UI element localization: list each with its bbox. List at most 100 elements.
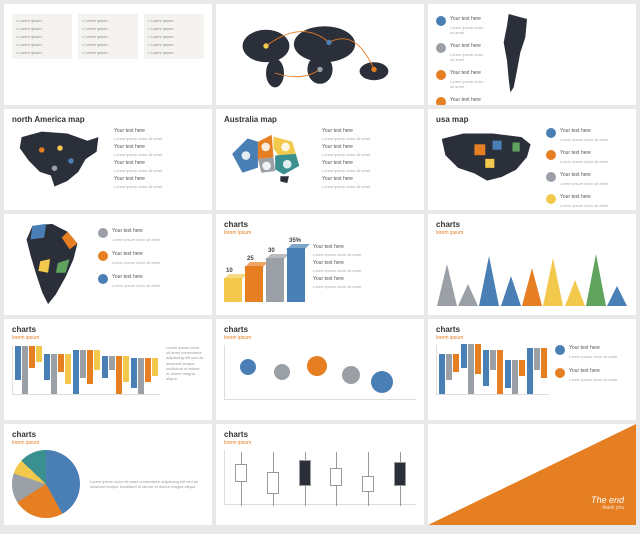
bar — [519, 360, 525, 376]
bar — [152, 358, 158, 376]
cone — [437, 264, 457, 306]
bar — [512, 360, 518, 394]
bar — [505, 360, 511, 388]
bar — [109, 356, 115, 370]
legend-icon — [546, 150, 556, 160]
legend-item: Your text hereLorem ipsum dolor sit amet — [546, 194, 608, 208]
title: Australia map — [224, 115, 416, 124]
legend-icon — [555, 345, 565, 355]
bar — [446, 354, 452, 380]
bar-group — [73, 350, 100, 394]
bar — [44, 354, 50, 380]
legend-item: Your text hereLorem ipsum dolor sit amet — [555, 368, 617, 382]
bar — [527, 348, 533, 394]
bar — [94, 350, 100, 370]
slide-pie: charts lorem ipsum Lorem ipsum dolor sit… — [4, 424, 212, 525]
bubble — [307, 356, 327, 376]
table-cell: • Lorem ipsum — [16, 34, 68, 39]
legend-item: Your text hereLorem ipsum dolor sit amet — [546, 128, 608, 142]
end-sub: thank you — [591, 505, 624, 511]
cone — [479, 256, 499, 306]
title: charts — [224, 220, 416, 229]
title: charts — [436, 220, 628, 229]
legend-icon — [546, 194, 556, 204]
legend-icon — [546, 172, 556, 182]
slide-table: • Lorem ipsum • Lorem ipsum • Lorem ipsum •… — [4, 4, 212, 105]
cone — [607, 286, 627, 306]
text-item: Your text hereLorem ipsum dolor sit amet — [322, 176, 370, 189]
bar — [116, 356, 122, 394]
text-item: Your text hereLorem ipsum dolor sit amet — [313, 244, 416, 257]
table-cell: • Lorem ipsum — [16, 18, 68, 23]
table-cell: • Lorem ipsum — [16, 42, 68, 47]
end-title: The end — [591, 495, 624, 505]
legend-icon — [436, 70, 446, 80]
slide-australia: Australia map Your text hereLorem ipsum … — [216, 109, 424, 210]
bar-group — [15, 346, 42, 394]
bubble — [342, 366, 360, 384]
bar — [534, 348, 540, 370]
slide-3d-bars: charts lorem ipsum 10 25 30 35% Your tex… — [216, 214, 424, 315]
table-cell: • Lorem ipsum — [148, 18, 200, 23]
text-item: Your text hereLorem ipsum dolor sit amet — [114, 176, 204, 189]
legend-item: Your text hereLorem ipsum dolor sit amet — [98, 228, 160, 242]
bar — [453, 354, 459, 372]
bar-group — [483, 350, 503, 394]
bar-group — [527, 348, 547, 394]
bar-group — [505, 360, 525, 394]
slide-argentina: Your text hereLorem ipsum dolor sit amet… — [428, 4, 636, 105]
bar: 25 — [245, 266, 263, 302]
table-cell: • Lorem ipsum — [16, 50, 68, 55]
table-column: • Lorem ipsum• Lorem ipsum• Lorem ipsum•… — [78, 14, 138, 59]
legend-icon — [436, 43, 446, 53]
bar — [131, 358, 137, 388]
cone — [522, 268, 542, 306]
legend-item: Your text hereLorem ipsum dolor sit amet — [546, 150, 608, 164]
title: north America map — [12, 115, 204, 124]
bar-group — [461, 344, 481, 394]
slide-grouped-bars: charts lorem ipsum Lorem ipsum dolor sit… — [4, 319, 212, 420]
table-cell: • Lorem ipsum — [82, 18, 134, 23]
bar-group — [439, 354, 459, 394]
bar — [475, 344, 481, 374]
slide-world-map — [216, 4, 424, 105]
legend-item: Your text hereLorem ipsum dolor sit amet — [436, 16, 486, 35]
slide-bars2: charts lorem ipsum Your text hereLorem i… — [428, 319, 636, 420]
bar — [80, 350, 86, 378]
title: usa map — [436, 115, 628, 124]
text-item: Your text hereLorem ipsum dolor sit amet — [322, 128, 370, 141]
text-item: Your text hereLorem ipsum dolor sit amet — [114, 144, 204, 157]
text-item: Your text hereLorem ipsum dolor sit amet — [322, 144, 370, 157]
bar — [483, 350, 489, 386]
text-item: Your text hereLorem ipsum dolor sit amet — [313, 276, 416, 289]
text-item: Your text hereLorem ipsum dolor sit amet — [114, 160, 204, 173]
bar: 35% — [287, 248, 305, 302]
table-column: • Lorem ipsum• Lorem ipsum• Lorem ipsum•… — [144, 14, 204, 59]
legend-icon — [436, 97, 446, 105]
cone — [543, 258, 563, 306]
bar-group — [44, 354, 71, 394]
bar — [29, 346, 35, 368]
bar — [51, 354, 57, 394]
bar-group — [102, 356, 129, 394]
slide-usa: usa map Your text hereLorem ipsum dolor … — [428, 109, 636, 210]
bar — [65, 354, 71, 384]
bar — [22, 346, 28, 394]
text-item: Your text hereLorem ipsum dolor sit amet — [313, 260, 416, 273]
legend-icon — [436, 16, 446, 26]
table-cell: • Lorem ipsum — [148, 50, 200, 55]
bar — [87, 350, 93, 384]
bar — [123, 356, 129, 382]
table-cell: • Lorem ipsum — [82, 26, 134, 31]
text-item: Your text hereLorem ipsum dolor sit amet — [322, 160, 370, 173]
bar — [468, 344, 474, 394]
bar — [15, 346, 21, 380]
table-cell: • Lorem ipsum — [148, 26, 200, 31]
legend-item: Your text hereLorem ipsum dolor sit amet — [436, 70, 486, 89]
cone — [565, 280, 585, 306]
legend-icon — [98, 274, 108, 284]
bar — [497, 350, 503, 394]
bar: 30 — [266, 258, 284, 302]
bubble — [371, 371, 393, 393]
bar — [73, 350, 79, 394]
